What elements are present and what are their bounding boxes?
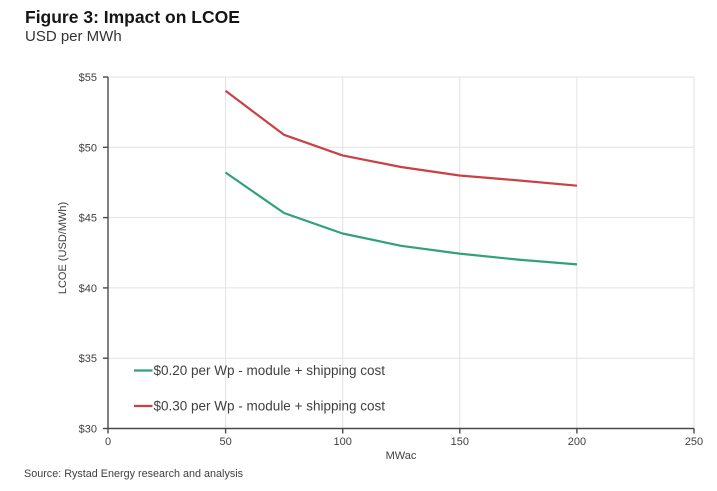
svg-text:$35: $35 [79,353,97,365]
svg-text:$30: $30 [79,424,97,436]
svg-text:Source: Rystad Energy research: Source: Rystad Energy research and analy… [24,468,244,480]
svg-text:$55: $55 [79,72,97,84]
svg-text:250: 250 [685,436,703,448]
svg-text:$45: $45 [79,213,97,225]
svg-text:$50: $50 [79,142,97,154]
svg-text:MWac: MWac [386,450,417,462]
svg-text:100: 100 [334,436,352,448]
svg-text:LCOE (USD/MWh): LCOE (USD/MWh) [57,202,69,294]
svg-text:50: 50 [219,436,231,448]
svg-text:150: 150 [451,436,469,448]
svg-text:200: 200 [568,436,586,448]
svg-text:$0.30 per Wp - module + shippi: $0.30 per Wp - module + shipping cost [154,399,386,414]
svg-text:USD per MWh: USD per MWh [25,28,122,45]
svg-text:$40: $40 [79,283,97,295]
svg-text:0: 0 [105,436,111,448]
svg-text:Figure 3: Impact on LCOE: Figure 3: Impact on LCOE [25,7,240,27]
svg-text:$0.20 per Wp - module + shippi: $0.20 per Wp - module + shipping cost [154,363,386,378]
